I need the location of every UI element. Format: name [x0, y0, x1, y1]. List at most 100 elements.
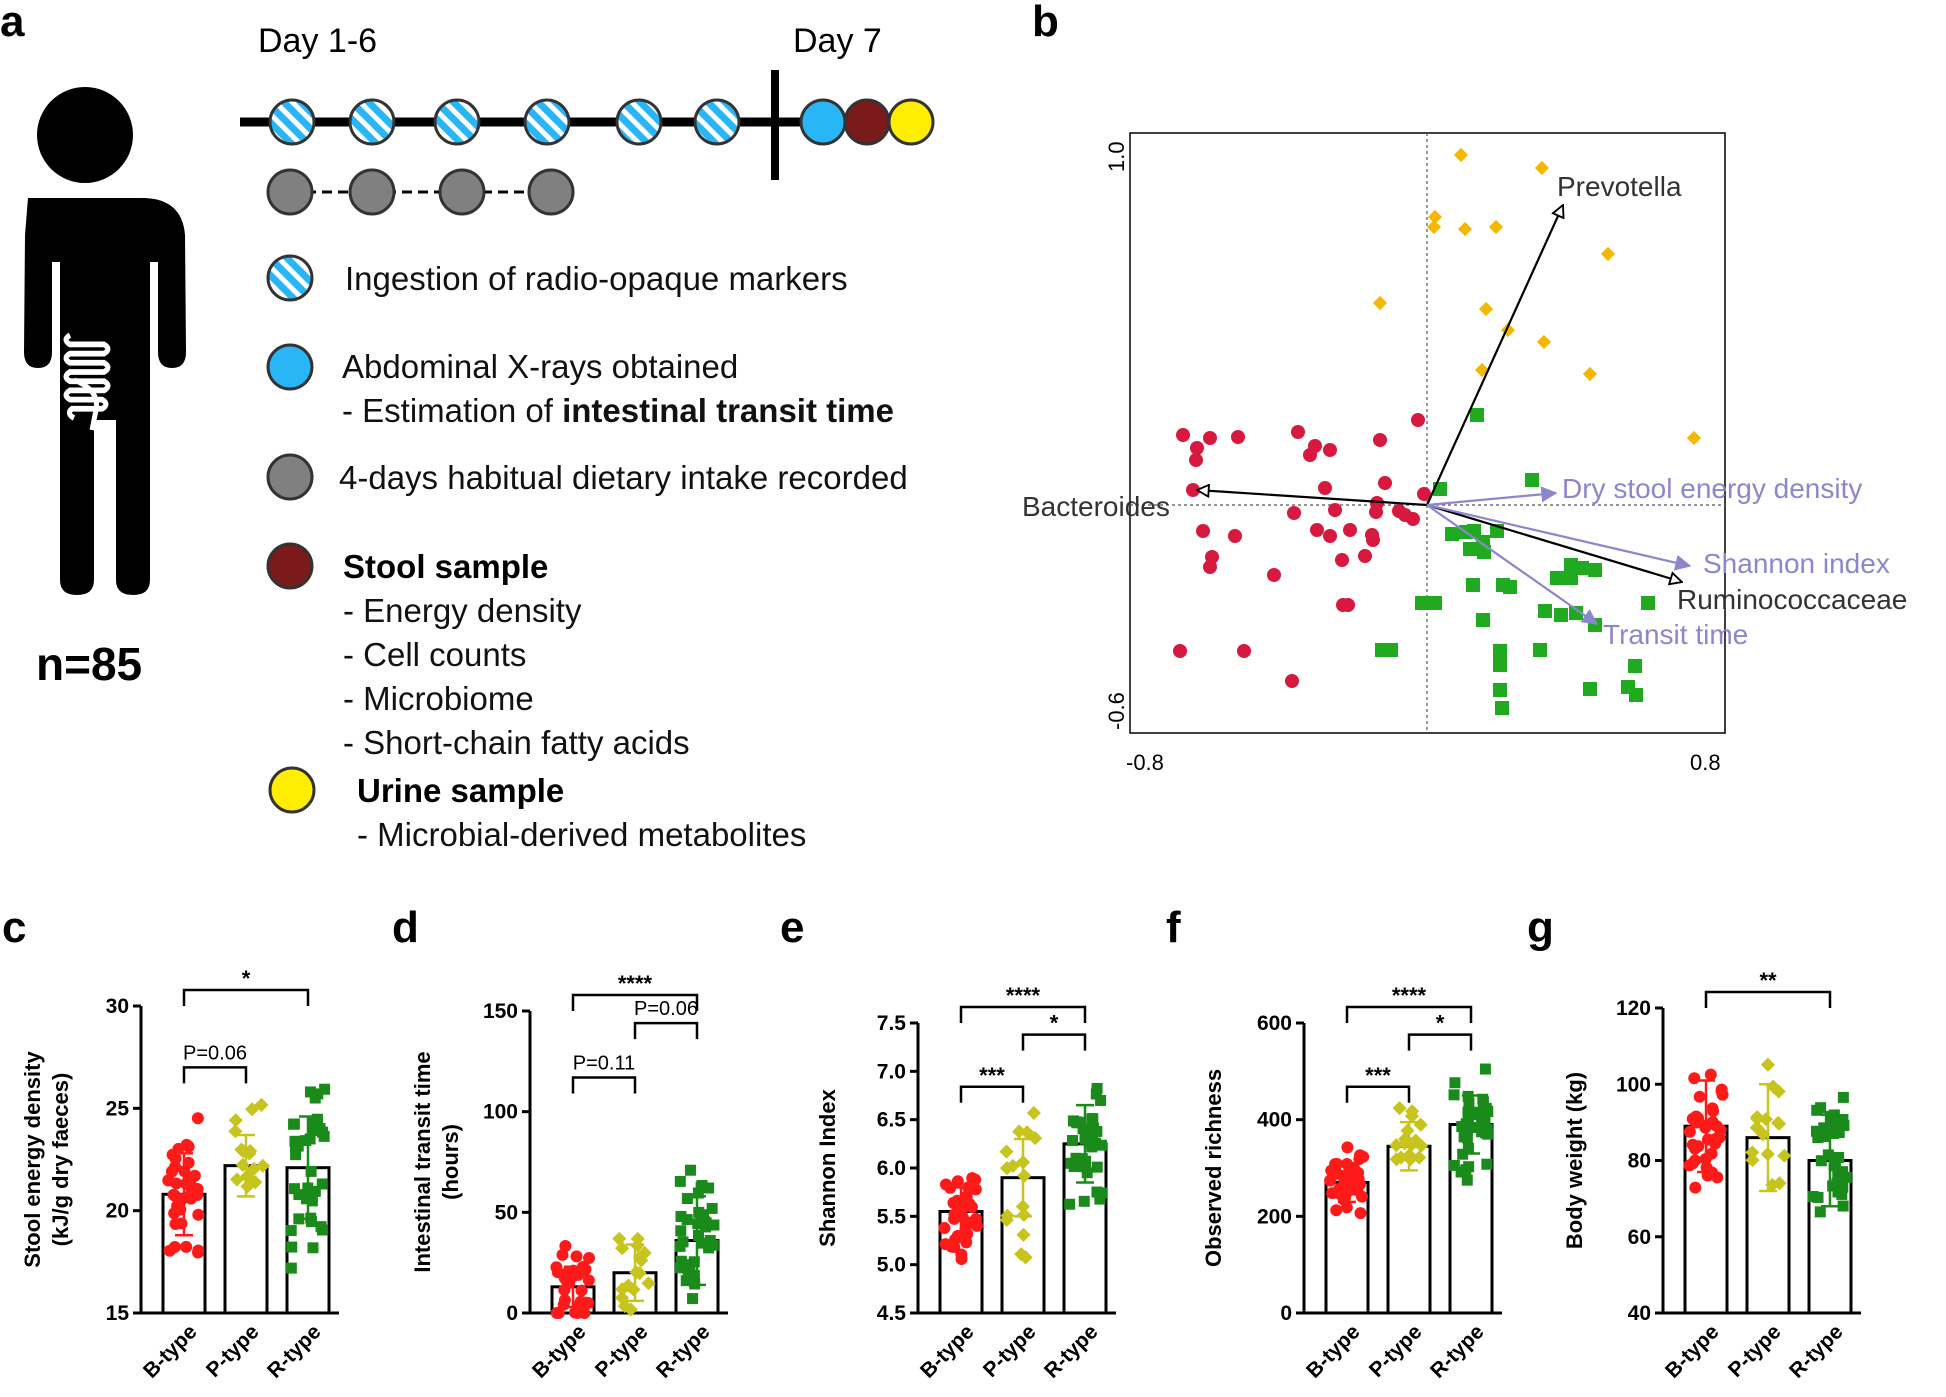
data-point: [1463, 1097, 1475, 1109]
panel-label-f: f: [1166, 903, 1181, 952]
category-label: R-type: [1426, 1320, 1488, 1382]
dietary-record-dots: [266, 168, 575, 216]
data-point: [286, 1241, 298, 1253]
p-type-point: [1426, 219, 1442, 235]
y-tick-label: 7.5: [877, 1012, 907, 1035]
r-type-point: [1493, 658, 1507, 672]
data-point: [311, 1113, 323, 1125]
data-point: [1760, 1057, 1776, 1072]
data-point: [703, 1242, 715, 1254]
data-point: [582, 1252, 595, 1265]
data-point: [228, 1113, 243, 1128]
data-point: [289, 1135, 301, 1147]
data-point: [692, 1187, 704, 1199]
data-point: [708, 1219, 720, 1231]
p-type-point: [1536, 334, 1552, 350]
data-point: [1087, 1113, 1099, 1125]
data-point: [1352, 1172, 1365, 1185]
y-tick-label: 50: [495, 1201, 518, 1224]
data-point: [550, 1307, 563, 1319]
data-point: [1692, 1140, 1705, 1153]
b-type-point: [1190, 441, 1204, 455]
data-point: [1840, 1171, 1852, 1183]
y-tick-label: 5.0: [877, 1254, 906, 1277]
data-point: [1833, 1127, 1845, 1139]
data-point: [1772, 1176, 1787, 1191]
category-label: R-type: [1785, 1320, 1847, 1382]
data-point: [1389, 1138, 1404, 1153]
bacteroides-arrow: [1197, 490, 1428, 507]
b-type-point: [1366, 533, 1380, 547]
y-axis-label: (hours): [438, 1124, 463, 1200]
b-type-point: [1228, 529, 1242, 543]
data-point: [1709, 1137, 1722, 1150]
gray-marker-icon: [266, 453, 314, 501]
b-type-point: [1231, 430, 1245, 444]
shannon-label: Shannon index: [1703, 548, 1890, 579]
b-type-point: [1318, 481, 1332, 495]
data-point: [570, 1250, 583, 1263]
category-label: P-type: [202, 1320, 264, 1382]
significance-label: *: [242, 966, 251, 991]
panel-label-g: g: [1527, 903, 1554, 952]
data-point: [1096, 1139, 1108, 1151]
data-point: [1827, 1180, 1839, 1192]
data-point: [1414, 1138, 1429, 1153]
data-point: [617, 1298, 632, 1314]
data-point: [168, 1189, 181, 1202]
b-type-point: [1267, 568, 1281, 582]
data-point: [965, 1181, 978, 1194]
b-type-point: [1203, 560, 1217, 574]
y-tick-label: 6.5: [877, 1109, 907, 1132]
data-point: [1091, 1161, 1103, 1173]
data-point: [1688, 1072, 1701, 1085]
r-type-point: [1575, 561, 1589, 575]
day7-sample-dots: [799, 98, 935, 146]
data-point: [307, 1242, 319, 1254]
y-tick-label: 6.0: [877, 1157, 906, 1180]
panel-label-b: b: [1032, 0, 1059, 46]
data-point: [1476, 1115, 1488, 1127]
data-point: [1837, 1113, 1849, 1125]
b-type-point: [1335, 553, 1349, 567]
y-axis-label: Shannon Index: [815, 1088, 840, 1246]
p-type-point: [1372, 295, 1388, 311]
data-point: [301, 1193, 313, 1205]
b-type-point: [1411, 413, 1425, 427]
data-point: [938, 1221, 951, 1234]
data-point: [687, 1293, 699, 1305]
r-type-point: [1569, 606, 1583, 620]
data-point: [1095, 1094, 1107, 1106]
data-point: [1404, 1108, 1419, 1124]
day-1-6-label: Day 1-6: [258, 22, 377, 60]
data-point: [1836, 1188, 1848, 1200]
legend-urine-item: - Microbial-derived metabolites: [357, 816, 806, 853]
data-point: [1818, 1131, 1830, 1143]
category-label: R-type: [263, 1320, 325, 1382]
bar-panel-d: d 0 50 100 150 Intestinal transit time (hours)…: [392, 903, 728, 1383]
p-type-point: [1427, 209, 1443, 225]
b-type-point: [1406, 512, 1420, 526]
r-type-point: [1428, 596, 1442, 610]
data-point: [318, 1130, 330, 1142]
data-point: [703, 1182, 715, 1194]
r-type-point: [1495, 701, 1509, 715]
bar-panels: c 15 20 25 30 Stool energy density (kJ/g dry f…: [2, 903, 1861, 1383]
data-point: [1683, 1159, 1696, 1172]
data-point: [688, 1256, 700, 1268]
data-point: [1091, 1082, 1103, 1094]
significance-bracket: [182, 1066, 248, 1084]
day-7-label: Day 7: [793, 22, 882, 60]
r-type-point: [1629, 688, 1643, 702]
yellow-marker-icon: [268, 766, 316, 814]
data-point: [288, 1118, 300, 1130]
significance-bracket: [1021, 1033, 1087, 1051]
data-point: [684, 1164, 696, 1176]
data-point: [1088, 1122, 1100, 1134]
significance-label: ***: [979, 1063, 1005, 1088]
r-type-point: [1533, 643, 1547, 657]
transit-label: Transit time: [1603, 619, 1748, 650]
data-point: [697, 1237, 709, 1249]
significance-label: *: [1050, 1011, 1059, 1036]
